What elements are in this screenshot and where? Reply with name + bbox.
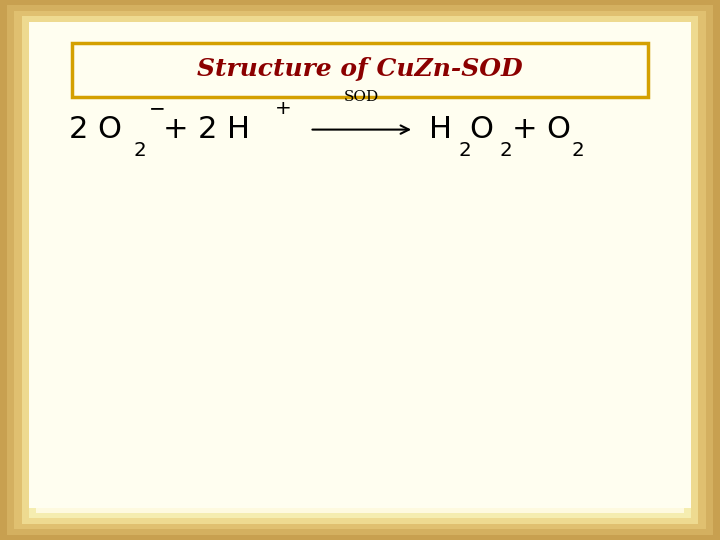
Text: $2\ \mathrm{O}$: $2\ \mathrm{O}$ bbox=[68, 115, 122, 144]
FancyBboxPatch shape bbox=[72, 43, 648, 97]
FancyBboxPatch shape bbox=[29, 22, 691, 508]
FancyBboxPatch shape bbox=[43, 32, 677, 508]
FancyBboxPatch shape bbox=[7, 5, 713, 535]
Text: $\mathrm{2}$: $\mathrm{2}$ bbox=[499, 140, 512, 160]
Text: $\mathrm{2}$: $\mathrm{2}$ bbox=[133, 140, 146, 160]
FancyBboxPatch shape bbox=[36, 27, 684, 513]
Text: $\mathrm{O}$: $\mathrm{O}$ bbox=[469, 115, 494, 144]
Text: $+\ \mathrm{O}$: $+\ \mathrm{O}$ bbox=[511, 115, 571, 144]
Text: Structure of CuZn-SOD: Structure of CuZn-SOD bbox=[197, 57, 523, 81]
FancyBboxPatch shape bbox=[22, 16, 698, 524]
Text: $\mathrm{2}$: $\mathrm{2}$ bbox=[458, 140, 471, 160]
Text: $\mathrm{2}$: $\mathrm{2}$ bbox=[571, 140, 584, 160]
Text: $\mathrm{+}$: $\mathrm{+}$ bbox=[274, 98, 290, 118]
Text: SOD: SOD bbox=[344, 90, 379, 104]
Text: $+\ 2\ \mathrm{H}$: $+\ 2\ \mathrm{H}$ bbox=[162, 115, 249, 144]
Text: $\mathrm{-}$: $\mathrm{-}$ bbox=[148, 98, 164, 118]
Text: $\mathrm{H}$: $\mathrm{H}$ bbox=[428, 115, 451, 144]
FancyBboxPatch shape bbox=[29, 22, 691, 518]
FancyBboxPatch shape bbox=[14, 11, 706, 529]
